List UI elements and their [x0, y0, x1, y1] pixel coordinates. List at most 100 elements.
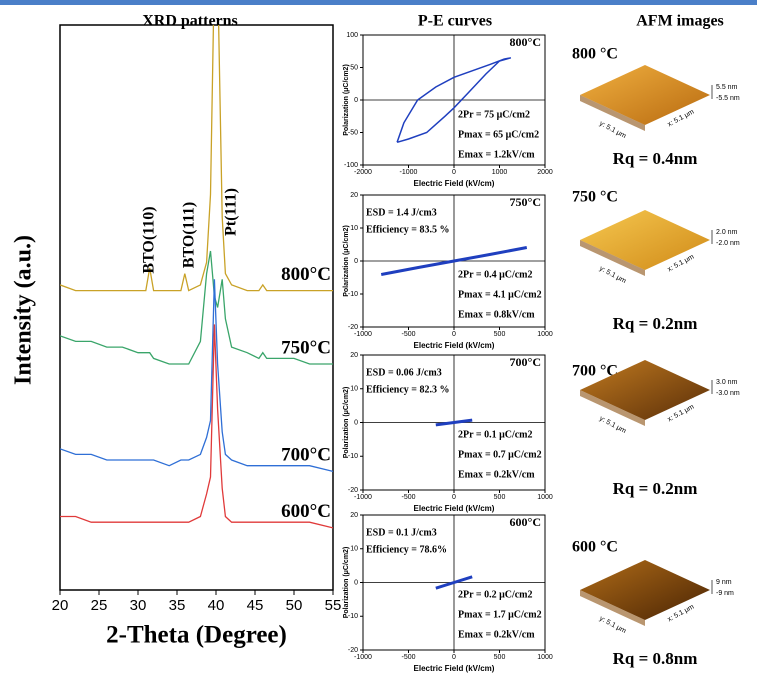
panel-title: 800°C — [510, 35, 541, 49]
afm-zmax: 5.5 nm — [716, 84, 738, 91]
x-tick-label: 40 — [208, 597, 225, 614]
peak-label: BTO(111) — [181, 202, 198, 268]
peak-label: Pt(111) — [223, 188, 240, 236]
y-tick-label: 50 — [350, 64, 358, 71]
x-tick-label: 500 — [494, 494, 506, 501]
energy-note: Efficiency = 83.5 % — [366, 224, 449, 235]
param-note: Emax = 0.2kV/cm — [458, 629, 535, 640]
afm-rq: Rq = 0.8nm — [613, 649, 698, 668]
param-note: 2Pr = 0.2 μC/cm2 — [458, 589, 533, 600]
param-note: Pmax = 1.7 μC/cm2 — [458, 609, 542, 620]
afm-temp: 600 °C — [572, 539, 618, 556]
y-tick-label: -20 — [348, 647, 358, 654]
energy-note: ESD = 0.1 J/cm3 — [366, 527, 437, 538]
x-tick-label: 20 — [52, 597, 69, 614]
afm-y-size: y: 5.1 μm — [598, 615, 627, 635]
panel-title: 700°C — [510, 355, 541, 369]
afm-rq: Rq = 0.2nm — [613, 314, 698, 333]
y-tick-label: 20 — [350, 352, 358, 359]
param-note: Pmax = 65 μC/cm2 — [458, 129, 539, 140]
x-tick-label: 50 — [286, 597, 303, 614]
param-note: Pmax = 4.1 μC/cm2 — [458, 289, 542, 300]
x-tick-label: 0 — [452, 169, 456, 176]
y-tick-label: 10 — [350, 386, 358, 393]
param-note: Emax = 0.8kV/cm — [458, 309, 535, 320]
y-tick-label: 0 — [354, 258, 358, 265]
x-tick-label: 35 — [169, 597, 186, 614]
param-note: Emax = 0.2kV/cm — [458, 469, 535, 480]
x-tick-label: -1000 — [354, 331, 372, 338]
y-tick-label: 20 — [350, 512, 358, 519]
y-axis-label: Intensity (a.u.) — [11, 235, 37, 385]
x-tick-label: 2000 — [537, 169, 553, 176]
x-tick-label: 1000 — [537, 654, 553, 661]
x-tick-label: -500 — [401, 494, 415, 501]
x-tick-label: 1000 — [537, 331, 553, 338]
afm-rq: Rq = 0.4nm — [613, 149, 698, 168]
series-label: 600°C — [281, 501, 331, 522]
y-axis-label: Polarization (μC/cm2) — [343, 547, 350, 619]
x-tick-label: 45 — [247, 597, 264, 614]
x-tick-label: 500 — [494, 331, 506, 338]
x-tick-label: -1000 — [354, 494, 372, 501]
series-label: 750°C — [281, 337, 331, 358]
y-axis-label: Polarization (μC/cm2) — [343, 225, 350, 297]
x-tick-label: 500 — [494, 654, 506, 661]
y-tick-label: -20 — [348, 324, 358, 331]
param-note: 2Pr = 0.4 μC/cm2 — [458, 269, 533, 280]
afm-rq: Rq = 0.2nm — [613, 479, 698, 498]
x-axis-label: Electric Field (kV/cm) — [414, 179, 495, 188]
y-axis-label: Polarization (μC/cm2) — [343, 64, 350, 136]
panel-title: 600°C — [510, 515, 541, 529]
x-tick-label: 0 — [452, 654, 456, 661]
x-tick-label: -1000 — [400, 169, 418, 176]
column-title: P-E curves — [418, 13, 492, 30]
afm-y-size: y: 5.1 μm — [598, 415, 627, 435]
energy-note: Efficiency = 82.3 % — [366, 384, 449, 395]
x-tick-label: 55 — [325, 597, 342, 614]
x-axis-label: Electric Field (kV/cm) — [414, 664, 495, 673]
x-tick-label: -2000 — [354, 169, 372, 176]
y-tick-label: 10 — [350, 546, 358, 553]
x-tick-label: 0 — [452, 331, 456, 338]
afm-zmin: -9 nm — [716, 590, 734, 597]
peak-label: BTO(110) — [141, 206, 158, 273]
y-tick-label: 0 — [354, 579, 358, 586]
x-tick-label: 30 — [130, 597, 147, 614]
y-tick-label: 0 — [354, 97, 358, 104]
series-line — [60, 279, 333, 471]
chart-title: XRD patterns — [142, 13, 238, 30]
y-tick-label: 20 — [350, 192, 358, 199]
y-tick-label: 10 — [350, 225, 358, 232]
x-tick-label: 25 — [91, 597, 108, 614]
param-note: 2Pr = 75 μC/cm2 — [458, 109, 530, 120]
afm-zmax: 2.0 nm — [716, 229, 738, 236]
top-bar — [0, 0, 757, 5]
y-tick-label: -100 — [344, 162, 358, 169]
x-tick-label: 1000 — [537, 494, 553, 501]
afm-zmax: 9 nm — [716, 579, 732, 586]
column-title: AFM images — [636, 13, 724, 30]
x-tick-label: -1000 — [354, 654, 372, 661]
param-note: Pmax = 0.7 μC/cm2 — [458, 449, 542, 460]
afm-zmax: 3.0 nm — [716, 379, 738, 386]
energy-note: ESD = 1.4 J/cm3 — [366, 207, 437, 218]
panel-title: 750°C — [510, 195, 541, 209]
afm-temp: 750 °C — [572, 189, 618, 206]
x-tick-label: 1000 — [492, 169, 508, 176]
series-label: 700°C — [281, 445, 331, 466]
x-tick-label: -500 — [401, 331, 415, 338]
y-tick-label: 100 — [346, 32, 358, 39]
param-note: 2Pr = 0.1 μC/cm2 — [458, 429, 533, 440]
afm-zmin: -2.0 nm — [716, 240, 740, 247]
y-tick-label: -20 — [348, 487, 358, 494]
series-label: 800°C — [281, 264, 331, 285]
y-tick-label: 0 — [354, 419, 358, 426]
afm-temp: 800 °C — [572, 46, 618, 63]
y-axis-label: Polarization (μC/cm2) — [343, 387, 350, 459]
energy-note: Efficiency = 78.6% — [366, 544, 447, 555]
energy-note: ESD = 0.06 J/cm3 — [366, 367, 442, 378]
x-tick-label: 0 — [452, 494, 456, 501]
figure: 2025303540455055XRD patterns2-Theta (Deg… — [0, 0, 757, 674]
x-axis-label: Electric Field (kV/cm) — [414, 341, 495, 350]
